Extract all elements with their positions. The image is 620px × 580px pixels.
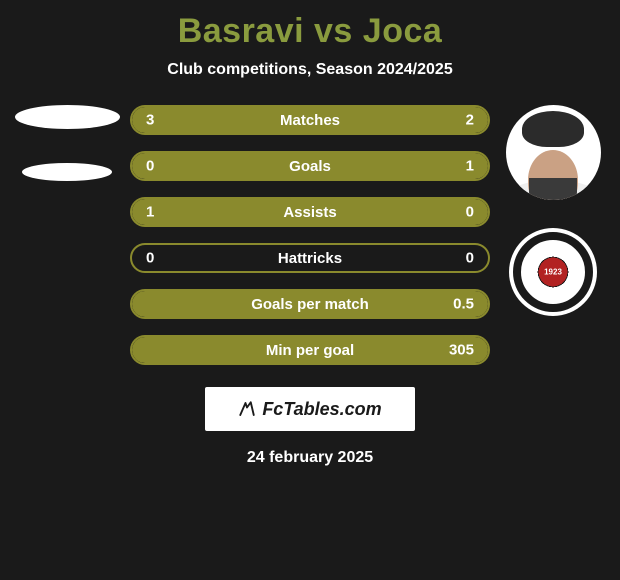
stat-right-value: 1 <box>466 158 474 175</box>
stat-label: Min per goal <box>266 342 354 359</box>
right-club-logo: 1923 <box>509 228 597 316</box>
stats-list: 3 2 Matches 0 1 Goals 1 0 Assists 0 0 Hattricks 0.5 G… <box>130 105 490 365</box>
stat-left-value: 0 <box>146 250 154 267</box>
stat-right-value: 2 <box>466 112 474 129</box>
stat-right-value: 0 <box>466 204 474 221</box>
stat-right-value: 0.5 <box>453 296 474 313</box>
stat-left-value: 1 <box>146 204 154 221</box>
stat-label: Assists <box>283 204 336 221</box>
right-player-avatar <box>506 105 601 200</box>
left-player-avatar-placeholder <box>15 105 120 129</box>
stat-right-value: 305 <box>449 342 474 359</box>
club-year: 1923 <box>544 268 562 277</box>
stat-row: 0 0 Hattricks <box>130 243 490 273</box>
brand-badge[interactable]: FcTables.com <box>205 387 415 431</box>
comparison-panel: 3 2 Matches 0 1 Goals 1 0 Assists 0 0 Hattricks 0.5 G… <box>8 105 612 365</box>
stat-row: 0.5 Goals per match <box>130 289 490 319</box>
stat-left-value: 0 <box>146 158 154 175</box>
stat-label: Goals per match <box>251 296 369 313</box>
brand-text: FcTables.com <box>262 399 381 420</box>
stat-row: 0 1 Goals <box>130 151 490 181</box>
left-player-column <box>12 105 122 181</box>
right-player-column: 1923 <box>498 105 608 316</box>
stat-row: 305 Min per goal <box>130 335 490 365</box>
brand-logo-icon <box>238 400 256 418</box>
stat-label: Hattricks <box>278 250 342 267</box>
stat-label: Goals <box>289 158 331 175</box>
stat-left-value: 3 <box>146 112 154 129</box>
subtitle: Club competitions, Season 2024/2025 <box>8 61 612 79</box>
stat-right-value: 0 <box>466 250 474 267</box>
stat-row: 1 0 Assists <box>130 197 490 227</box>
stat-label: Matches <box>280 112 340 129</box>
date-label: 24 february 2025 <box>8 449 612 467</box>
page-title: Basravi vs Joca <box>8 12 612 51</box>
left-club-logo-placeholder <box>22 163 112 181</box>
stat-row: 3 2 Matches <box>130 105 490 135</box>
